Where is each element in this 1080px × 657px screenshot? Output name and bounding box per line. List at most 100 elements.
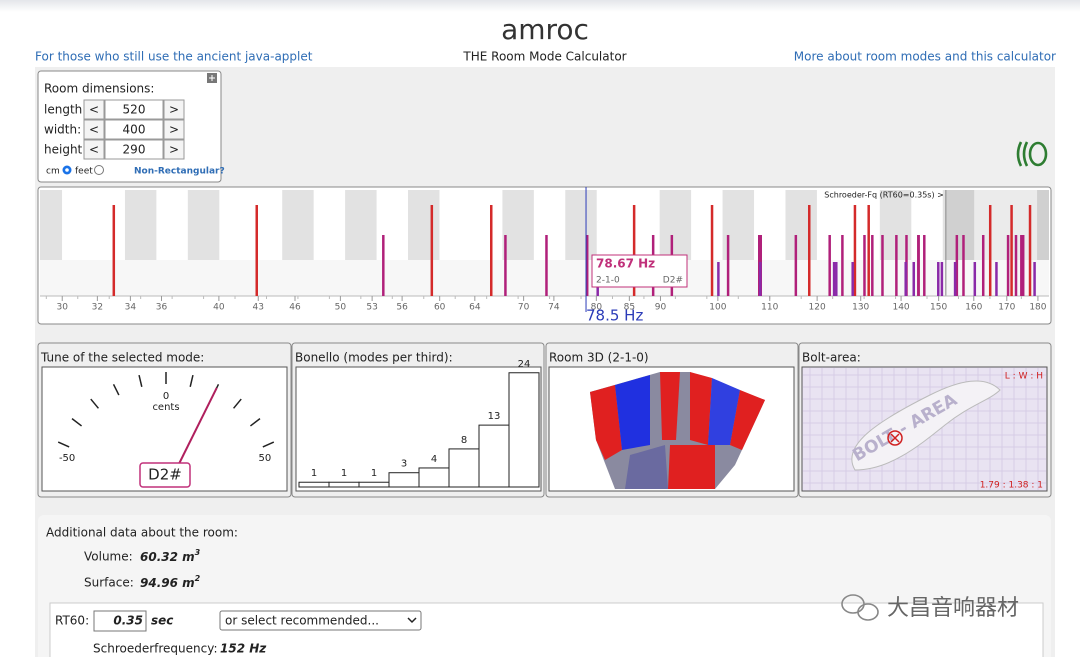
x-tick-label: 85	[624, 303, 635, 313]
dec-button[interactable]	[83, 139, 105, 160]
x-tick-label: 43	[253, 303, 264, 313]
gauge-unit: cents	[152, 402, 179, 413]
x-tick-label: 74	[548, 303, 560, 313]
inc-button[interactable]	[163, 99, 185, 120]
bonello-bar	[508, 372, 540, 488]
wall-blue	[615, 375, 650, 450]
non-rect-link[interactable]: Non-Rectangular?	[134, 167, 225, 177]
black-key	[785, 190, 817, 260]
dec-label: <	[89, 103, 99, 117]
black-key	[1037, 190, 1049, 260]
bonello-value: 13	[488, 411, 501, 422]
x-tick-label: 90	[655, 303, 667, 313]
x-tick-label: 80	[591, 303, 603, 313]
black-key	[942, 190, 975, 260]
value: 60.32	[140, 550, 178, 564]
room-marker-x	[890, 433, 900, 443]
dim-label: width:	[44, 123, 81, 137]
floor	[625, 445, 668, 489]
bonello-bar	[388, 472, 420, 488]
bolt-header: L : W : H	[1005, 372, 1043, 382]
unit: m	[182, 576, 195, 590]
additional-heading: Additional data about the room:	[46, 526, 238, 540]
bonello-bar	[418, 467, 450, 488]
wall-red	[690, 372, 712, 445]
panel-title: Bolt-area:	[802, 351, 861, 365]
x-tick-label: 160	[965, 303, 982, 313]
gauge-label: 50	[259, 453, 272, 464]
select-text: or select recommended...	[225, 614, 379, 628]
x-tick-label: 50	[335, 303, 347, 313]
gauge-tick	[112, 383, 120, 396]
logo	[1016, 141, 1048, 167]
gauge-tick	[262, 441, 275, 448]
wall-red	[730, 390, 765, 450]
java-link[interactable]: For those who still use the ancient java…	[35, 50, 313, 64]
wall-red	[590, 385, 622, 460]
collapse-plus	[209, 75, 215, 81]
gauge-label: -50	[59, 453, 75, 464]
dec-button[interactable]	[83, 119, 105, 140]
black-key	[659, 190, 692, 260]
black-key	[565, 190, 597, 260]
dec-button[interactable]	[83, 99, 105, 120]
gauge-tick	[138, 374, 143, 387]
spectrum: Schroeder-Fq (RT60=0.35s) > 30 32 34 36 40 43 4…	[40, 187, 1049, 325]
bubble	[857, 603, 879, 621]
gauge-tick	[189, 374, 194, 387]
unit: m	[182, 550, 195, 564]
black-key	[345, 190, 377, 260]
gauge-tick	[71, 418, 83, 427]
dim-label: length:	[44, 103, 86, 117]
x-tick-label: 40	[213, 303, 225, 313]
top-strip	[0, 0, 1080, 12]
dimension-rows: length: <520 >width: <400 >height: <290 >	[44, 99, 185, 160]
tooltip-note: D2#	[663, 276, 683, 286]
bonello-bar	[448, 448, 480, 488]
x-tick-label: 70	[518, 303, 530, 313]
dim-value: 290	[123, 143, 146, 157]
dec-label: <	[89, 143, 99, 157]
gauge-tick	[232, 398, 242, 409]
black-key	[502, 190, 534, 260]
bonello-value: 1	[371, 468, 377, 479]
inc-label: >	[169, 103, 179, 117]
inc-button[interactable]	[163, 119, 185, 140]
logo-arc	[1022, 141, 1029, 167]
gauge-tick	[57, 441, 70, 448]
dim-value: 520	[123, 103, 146, 117]
x-tick-label: 34	[125, 303, 137, 313]
dim-input[interactable]	[104, 139, 164, 160]
rt60-label: RT60:	[55, 614, 89, 628]
black-key	[408, 190, 440, 260]
radio-feet[interactable]	[94, 165, 104, 175]
bonello-bar	[478, 424, 510, 488]
surface-value: 94.96 m2	[140, 574, 201, 590]
x-tick-label: 180	[1029, 303, 1046, 313]
dim-input[interactable]	[104, 99, 164, 120]
wall-red	[660, 372, 680, 440]
app-title: amroc	[501, 13, 589, 46]
dim-label: height:	[44, 143, 86, 157]
black-key	[282, 190, 314, 260]
schroeder-zone	[945, 190, 1049, 260]
bonello-value: 1	[311, 468, 317, 479]
x-tick-label: 120	[809, 303, 826, 313]
x-tick-label: 32	[92, 303, 103, 313]
about-link[interactable]: More about room modes and this calculato…	[794, 50, 1056, 64]
x-tick-label: 53	[366, 303, 377, 313]
bonello-value: 3	[401, 459, 407, 470]
room-3d	[590, 372, 765, 489]
note-label: D2#	[148, 466, 182, 484]
rt60-input[interactable]	[93, 610, 147, 632]
gauge: -50 0 50 cents D2#	[57, 372, 275, 488]
panel-title: Bonello (modes per third):	[295, 351, 453, 365]
rt60-select[interactable]	[219, 610, 422, 631]
black-key	[40, 190, 63, 260]
bonello-bar	[358, 481, 390, 488]
note-box	[139, 462, 191, 488]
dim-input[interactable]	[104, 119, 164, 140]
inc-button[interactable]	[163, 139, 185, 160]
